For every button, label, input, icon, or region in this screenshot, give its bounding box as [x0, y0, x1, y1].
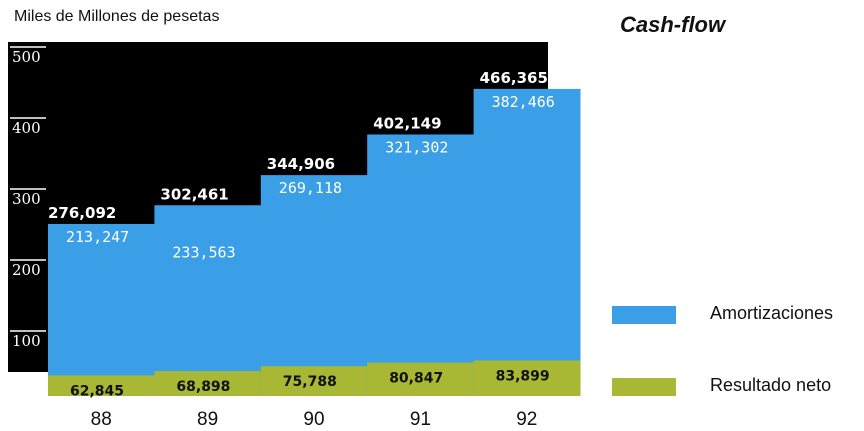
resultado-neto-label: 75,788	[283, 374, 337, 390]
legend-swatch-resultado-neto	[612, 378, 676, 396]
chart-title: Cash-flow	[620, 12, 726, 37]
y-tick-label: 200	[12, 261, 41, 279]
total-label: 344,906	[267, 155, 335, 173]
area-resultado-neto	[367, 362, 475, 396]
y-tick-label: 400	[12, 119, 41, 137]
total-label: 466,365	[480, 69, 548, 87]
x-tick-label: 90	[303, 409, 324, 430]
y-tick-label: 500	[12, 48, 41, 66]
area-amortizaciones	[154, 205, 262, 396]
legend-item-resultado-neto: Resultado neto	[612, 372, 864, 402]
amortizaciones-label: 269,118	[279, 179, 342, 197]
y-tick-label: 300	[12, 190, 41, 208]
x-tick-label: 88	[91, 409, 112, 430]
area-amortizaciones	[367, 134, 475, 396]
legend-label-amortizaciones: Amortizaciones	[710, 303, 834, 323]
x-tick-label: 89	[197, 409, 218, 430]
area-amortizaciones	[473, 88, 581, 396]
total-label: 276,092	[48, 204, 116, 222]
amortizaciones-label: 382,466	[492, 93, 555, 111]
y-axis-unit-label: Miles de Millones de pesetas	[14, 8, 220, 25]
resultado-neto-label: 62,845	[70, 383, 124, 399]
x-tick-label: 92	[516, 409, 537, 430]
resultado-neto-label: 68,898	[176, 379, 230, 395]
area-resultado-neto	[154, 371, 262, 396]
resultado-neto-label: 83,899	[496, 368, 550, 384]
resultado-neto-label: 80,847	[389, 371, 443, 387]
y-tick-label: 100	[12, 332, 41, 350]
x-tick-label: 91	[410, 409, 431, 430]
legend-item-amortizaciones: Amortizaciones	[612, 300, 864, 330]
total-label: 302,461	[160, 185, 228, 203]
area-resultado-neto	[473, 360, 581, 396]
amortizaciones-label: 321,302	[385, 138, 448, 156]
area-resultado-neto	[48, 375, 155, 396]
area-amortizaciones	[48, 223, 155, 396]
legend-label-resultado-neto: Resultado neto	[710, 375, 832, 395]
area-resultado-neto	[260, 366, 368, 396]
amortizaciones-label: 213,247	[66, 228, 129, 246]
legend-swatch-amortizaciones	[612, 306, 676, 324]
amortizaciones-label: 233,563	[172, 243, 235, 261]
total-label: 402,149	[373, 114, 441, 132]
area-amortizaciones	[260, 175, 368, 396]
